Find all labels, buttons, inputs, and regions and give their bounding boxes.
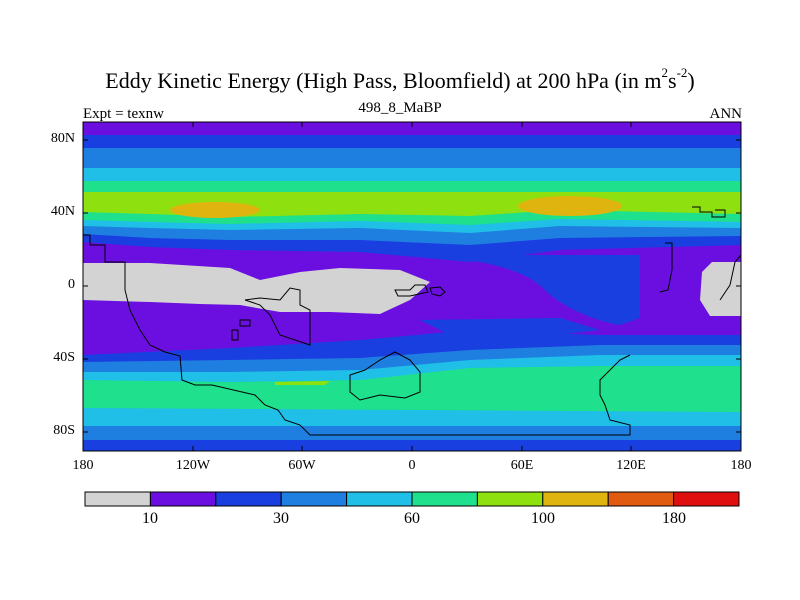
colorbar-box-7 bbox=[476, 491, 544, 507]
coastline-australia bbox=[349, 351, 421, 401]
colorbar-box-3 bbox=[215, 491, 282, 507]
colorbar-label: 10 bbox=[142, 510, 158, 527]
coastline-africa bbox=[244, 287, 311, 346]
colorbar-label: 180 bbox=[662, 510, 686, 527]
axis-ticks bbox=[83, 122, 741, 451]
contour-field bbox=[83, 122, 741, 451]
coastline-pacific-islands bbox=[659, 242, 673, 293]
y-tick-label: 40N bbox=[50, 204, 75, 219]
colorbar-box-5 bbox=[346, 491, 413, 507]
colorbar-box-8 bbox=[542, 491, 609, 507]
coastline-maritime bbox=[394, 284, 429, 297]
plot-title: Eddy Kinetic Energy (High Pass, Bloomfie… bbox=[105, 65, 695, 93]
colorbar-box-2 bbox=[149, 491, 217, 507]
level-band-sh-green bbox=[83, 366, 741, 412]
level-band-orange-asia bbox=[518, 196, 622, 216]
coastline-small-islands bbox=[231, 319, 251, 341]
y-tick-label: 0 bbox=[68, 277, 75, 292]
x-tick-label: 120W bbox=[175, 458, 211, 473]
level-band-tropical-blue bbox=[410, 255, 640, 345]
level-band-sh-yellowgreen bbox=[275, 381, 330, 385]
y-tick-label: 80N bbox=[50, 131, 75, 146]
x-tick-label: 60W bbox=[288, 458, 316, 473]
y-tick-label: 40S bbox=[53, 350, 75, 365]
coastlines bbox=[83, 206, 741, 436]
x-tick-label: 60E bbox=[510, 458, 534, 473]
coastline-indonesia bbox=[429, 286, 446, 297]
level-band-orange-atlantic bbox=[170, 202, 260, 218]
colorbar-label: 60 bbox=[404, 510, 420, 527]
plot-subtitle: 498_8_MaBP bbox=[358, 100, 442, 116]
season-label: ANN bbox=[709, 106, 743, 122]
y-tick-label: 80S bbox=[53, 423, 75, 438]
colorbar-box-9 bbox=[607, 491, 675, 507]
coastline-japan bbox=[692, 206, 726, 218]
level-band-grey-pacific bbox=[700, 262, 741, 316]
x-tick-label: 180 bbox=[730, 458, 752, 473]
coastline-antarctica bbox=[320, 354, 631, 436]
colorbar-box-10 bbox=[673, 491, 740, 507]
colorbar-label: 30 bbox=[273, 510, 289, 527]
colorbar-label: 100 bbox=[531, 510, 555, 527]
coastline-americas bbox=[83, 234, 320, 436]
x-tick-label: 180 bbox=[72, 458, 94, 473]
experiment-label: Expt = texnw bbox=[83, 106, 164, 122]
colorbar-box-1 bbox=[84, 491, 151, 507]
colorbar-box-4 bbox=[280, 491, 348, 507]
colorbar bbox=[84, 491, 740, 507]
x-tick-label: 120E bbox=[616, 458, 646, 473]
level-band-grey-atlantic bbox=[83, 263, 430, 314]
x-tick-label: 0 bbox=[408, 458, 416, 473]
colorbar-box-6 bbox=[411, 491, 478, 507]
coastline-newzealand bbox=[719, 254, 741, 301]
